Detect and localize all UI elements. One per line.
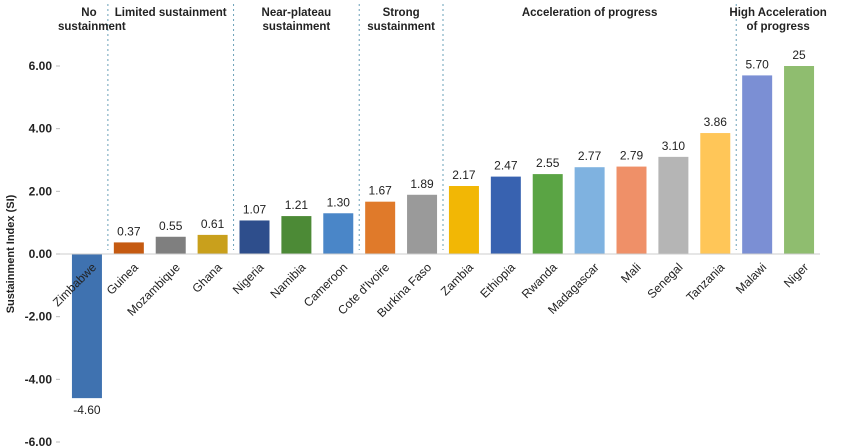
value-label: 2.77 xyxy=(578,149,602,163)
value-label: 1.07 xyxy=(243,202,267,216)
bar xyxy=(658,156,689,254)
bar xyxy=(365,201,396,254)
bar xyxy=(742,75,773,255)
x-tick-label: Namibia xyxy=(267,260,308,301)
plot-area xyxy=(71,66,815,399)
value-label: 2.79 xyxy=(620,149,644,163)
bar xyxy=(281,216,312,254)
y-tick-label: 2.00 xyxy=(29,184,53,198)
value-label: 3.10 xyxy=(662,139,686,153)
value-label: 1.89 xyxy=(410,177,434,191)
value-label: 25 xyxy=(792,48,806,62)
value-label: 1.30 xyxy=(327,195,351,209)
value-label: 0.61 xyxy=(201,217,225,231)
bar xyxy=(113,242,144,254)
bar xyxy=(71,254,102,399)
value-label: 0.55 xyxy=(159,219,183,233)
bar xyxy=(784,66,815,254)
y-axis-label: Sustainment Index (SI) xyxy=(5,194,17,313)
value-label: 2.55 xyxy=(536,156,560,170)
x-tick-label: Ghana xyxy=(189,260,225,296)
x-tick-label: Malawi xyxy=(733,260,769,296)
group-label: Acceleration of progress xyxy=(521,7,658,19)
x-tick-label: Mali xyxy=(618,260,643,285)
x-tick-label: Nigeria xyxy=(230,260,267,297)
y-tick-label: 4.00 xyxy=(29,122,53,136)
y-tick-label: -2.00 xyxy=(25,310,53,324)
group-label: No sustainment xyxy=(58,7,126,33)
y-tick-label: -4.00 xyxy=(25,372,53,386)
bar xyxy=(407,194,438,254)
bar xyxy=(616,166,647,254)
value-label: 0.37 xyxy=(117,224,141,238)
bar xyxy=(239,220,270,254)
y-tick-label: -6.00 xyxy=(25,435,53,448)
value-label: 2.17 xyxy=(452,168,476,182)
group-label: High Acceleration of progress xyxy=(729,7,827,33)
x-tick-label: Niger xyxy=(781,260,811,290)
x-tick-label: Tanzania xyxy=(684,260,728,304)
bar xyxy=(490,176,521,254)
x-tick-label: Rwanda xyxy=(519,260,560,301)
x-tick-label: Ethiopia xyxy=(477,260,518,301)
value-label: 1.67 xyxy=(368,184,392,198)
bar xyxy=(197,234,228,254)
group-label: Near-plateau sustainment xyxy=(261,7,332,33)
bar xyxy=(323,213,354,254)
bar xyxy=(574,167,605,254)
group-label: Strong sustainment xyxy=(367,7,435,33)
x-tick-label: Guinea xyxy=(104,260,141,297)
group-label: Limited sustainment xyxy=(114,7,227,19)
value-label: -4.60 xyxy=(73,403,101,417)
y-tick-label: 0.00 xyxy=(29,247,53,261)
value-label: 2.47 xyxy=(494,159,518,173)
value-label: 3.86 xyxy=(704,115,728,129)
x-tick-label: Zambia xyxy=(438,260,476,298)
bar xyxy=(448,186,479,254)
value-label: 1.21 xyxy=(285,198,309,212)
bar xyxy=(155,236,186,254)
y-tick-label: 6.00 xyxy=(29,59,53,73)
value-label: 5.70 xyxy=(745,57,769,71)
bar xyxy=(532,174,563,254)
x-tick-label: Senegal xyxy=(644,260,685,301)
bar xyxy=(700,133,731,254)
